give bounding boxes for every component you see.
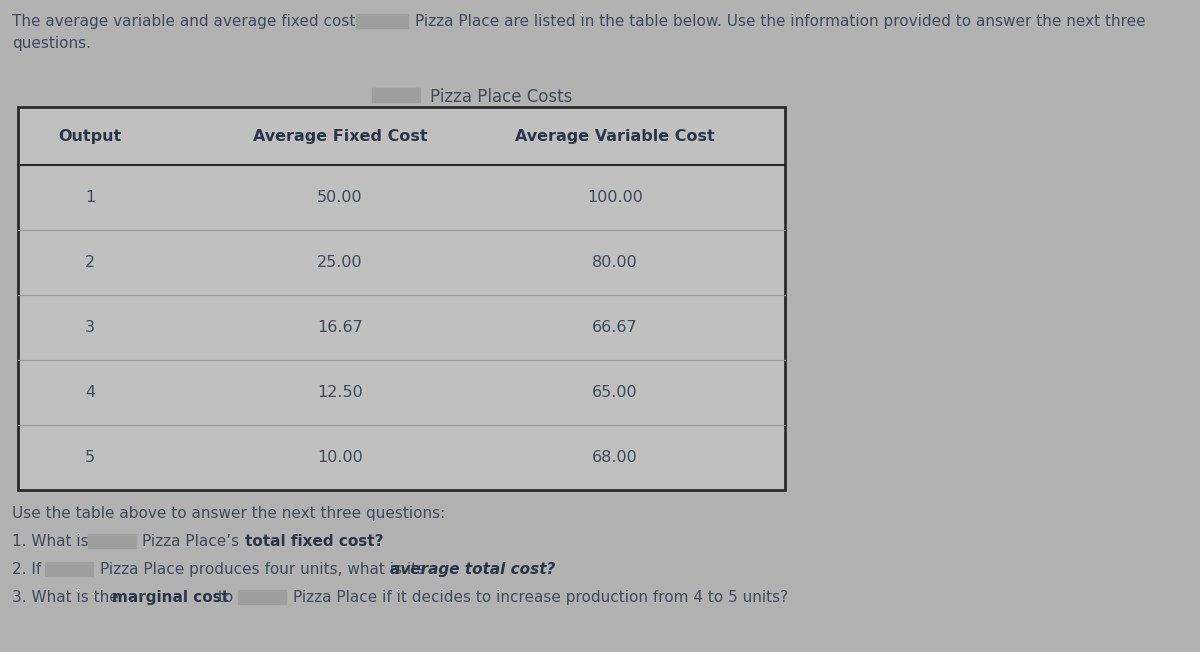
Text: 10.00: 10.00 [317,450,362,465]
Text: 5: 5 [85,450,95,465]
Text: average total cost?: average total cost? [390,562,556,577]
Text: 12.50: 12.50 [317,385,362,400]
Text: 100.00: 100.00 [587,190,643,205]
Text: 80.00: 80.00 [592,255,638,270]
Text: Average Variable Cost: Average Variable Cost [515,128,715,143]
Text: Pizza Place produces four units, what is its: Pizza Place produces four units, what is… [100,562,430,577]
Text: 2. If: 2. If [12,562,41,577]
Text: Pizza Place if it decides to increase production from 4 to 5 units?: Pizza Place if it decides to increase pr… [293,590,788,605]
Text: Average Fixed Cost: Average Fixed Cost [253,128,427,143]
Text: 3. What is the: 3. What is the [12,590,124,605]
FancyBboxPatch shape [356,14,408,28]
Text: 25.00: 25.00 [317,255,362,270]
Text: 2: 2 [85,255,95,270]
Text: marginal cost: marginal cost [112,590,229,605]
Text: Pizza Place’s: Pizza Place’s [142,534,244,549]
Text: to: to [214,590,233,605]
FancyBboxPatch shape [46,562,94,576]
FancyBboxPatch shape [88,534,136,548]
Text: 4: 4 [85,385,95,400]
Text: questions.: questions. [12,36,91,51]
Text: Output: Output [59,128,121,143]
FancyBboxPatch shape [372,88,420,102]
Text: Pizza Place are listed in the table below. Use the information provided to answe: Pizza Place are listed in the table belo… [415,14,1146,29]
Text: 1. What is: 1. What is [12,534,89,549]
Text: 1: 1 [85,190,95,205]
Text: 50.00: 50.00 [317,190,362,205]
Text: 65.00: 65.00 [592,385,638,400]
Text: 68.00: 68.00 [592,450,638,465]
Text: 16.67: 16.67 [317,320,362,335]
Text: Pizza Place Costs: Pizza Place Costs [430,88,572,106]
FancyBboxPatch shape [238,590,286,604]
Text: 3: 3 [85,320,95,335]
Text: 66.67: 66.67 [592,320,638,335]
Bar [18,107,785,490]
Text: total fixed cost?: total fixed cost? [245,534,384,549]
Text: Use the table above to answer the next three questions:: Use the table above to answer the next t… [12,506,445,521]
Text: The average variable and average fixed costs for: The average variable and average fixed c… [12,14,389,29]
